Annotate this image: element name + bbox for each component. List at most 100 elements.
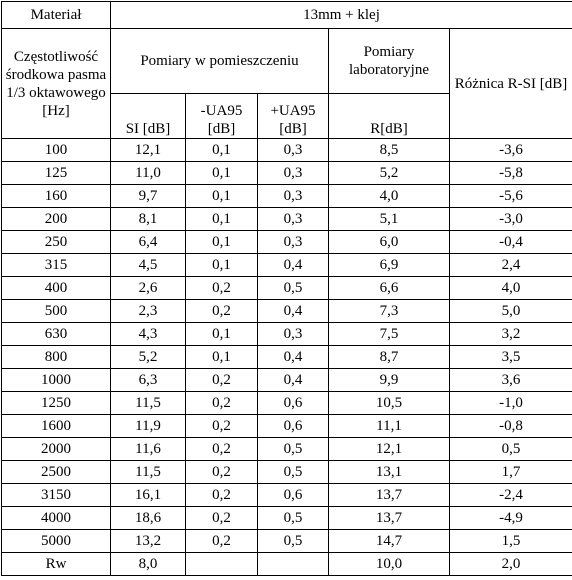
difference-cell: -0,4	[450, 231, 572, 254]
plus-ua-cell: 0,5	[258, 507, 329, 530]
difference-cell: -4,9	[450, 507, 572, 530]
plus-ua-cell: 0,5	[258, 530, 329, 553]
r-cell: 8,5	[329, 139, 450, 162]
minus-ua-cell: 0,1	[186, 162, 258, 185]
material: 13mm + klej	[111, 2, 572, 29]
difference-cell: 0,5	[450, 438, 572, 461]
r-cell: 6,9	[329, 254, 450, 277]
minus-ua-cell: 0,1	[186, 323, 258, 346]
si-cell: 2,6	[111, 277, 186, 300]
difference-cell: -5,6	[450, 185, 572, 208]
minus-ua-cell: 0,1	[186, 231, 258, 254]
minus-ua-cell: 0,2	[186, 507, 258, 530]
minus-ua-cell	[186, 553, 258, 576]
frequency-cell: 100	[2, 139, 111, 162]
minus-ua-cell: 0,2	[186, 277, 258, 300]
plus-ua-cell: 0,4	[258, 346, 329, 369]
difference-cell: 4,0	[450, 277, 572, 300]
frequency-cell: Rw	[2, 553, 111, 576]
si-cell: 11,5	[111, 461, 186, 484]
frequency-cell: 125	[2, 162, 111, 185]
minus-ua-cell: 0,2	[186, 530, 258, 553]
minus-ua-cell: 0,2	[186, 461, 258, 484]
frequency-cell: 1000	[2, 369, 111, 392]
plus-ua-cell: 0,4	[258, 300, 329, 323]
si-cell: 11,9	[111, 415, 186, 438]
difference-cell: -3,0	[450, 208, 572, 231]
minus-ua-cell: 0,1	[186, 254, 258, 277]
r-cell: 5,1	[329, 208, 450, 231]
plus-ua-cell: 0,6	[258, 392, 329, 415]
difference-cell: -1,0	[450, 392, 572, 415]
material-label: Materiał	[2, 2, 111, 29]
plus-ua-cell: 0,4	[258, 369, 329, 392]
si-cell: 11,5	[111, 392, 186, 415]
r-cell: 6,6	[329, 277, 450, 300]
si-cell: 8,1	[111, 208, 186, 231]
difference-cell: 3,6	[450, 369, 572, 392]
si-header: SI [dB]	[111, 94, 186, 139]
r-cell: 7,3	[329, 300, 450, 323]
si-cell: 16,1	[111, 484, 186, 507]
plus-ua-cell: 0,5	[258, 277, 329, 300]
difference-cell: -2,4	[450, 484, 572, 507]
frequency-cell: 2000	[2, 438, 111, 461]
difference-cell: 3,2	[450, 323, 572, 346]
frequency-cell: 4000	[2, 507, 111, 530]
r-cell: 9,9	[329, 369, 450, 392]
r-cell: 13,1	[329, 461, 450, 484]
difference-cell: -0,8	[450, 415, 572, 438]
si-cell: 4,3	[111, 323, 186, 346]
si-cell: 12,1	[111, 139, 186, 162]
plus-ua-cell: 0,5	[258, 461, 329, 484]
difference-cell: 2,4	[450, 254, 572, 277]
si-cell: 2,3	[111, 300, 186, 323]
si-cell: 13,2	[111, 530, 186, 553]
plus-ua-cell: 0,4	[258, 254, 329, 277]
lab-group-header: Pomiary laboratoryjne	[329, 29, 450, 94]
difference-cell: 5,0	[450, 300, 572, 323]
minus-ua-cell: 0,1	[186, 208, 258, 231]
frequency-cell: 2500	[2, 461, 111, 484]
plus-ua-cell: 0,6	[258, 415, 329, 438]
frequency-cell: 1250	[2, 392, 111, 415]
minus-ua-header: -UA95 [dB]	[186, 94, 258, 139]
si-cell: 9,7	[111, 185, 186, 208]
frequency-cell: 250	[2, 231, 111, 254]
minus-ua-cell: 0,2	[186, 392, 258, 415]
minus-ua-cell: 0,1	[186, 185, 258, 208]
r-cell: 10,5	[329, 392, 450, 415]
difference-cell: -3,6	[450, 139, 572, 162]
frequency-cell: 800	[2, 346, 111, 369]
r-cell: 13,7	[329, 484, 450, 507]
minus-ua-cell: 0,2	[186, 438, 258, 461]
r-cell: 5,2	[329, 162, 450, 185]
r-cell: 13,7	[329, 507, 450, 530]
r-cell: 6,0	[329, 231, 450, 254]
r-cell: 12,1	[329, 438, 450, 461]
minus-ua-cell: 0,2	[186, 415, 258, 438]
frequency-cell: 1600	[2, 415, 111, 438]
si-cell: 8,0	[111, 553, 186, 576]
si-cell: 6,3	[111, 369, 186, 392]
difference-cell: 3,5	[450, 346, 572, 369]
r-cell: 10,0	[329, 553, 450, 576]
room-group-header: Pomiary w pomieszczeniu	[111, 29, 329, 94]
